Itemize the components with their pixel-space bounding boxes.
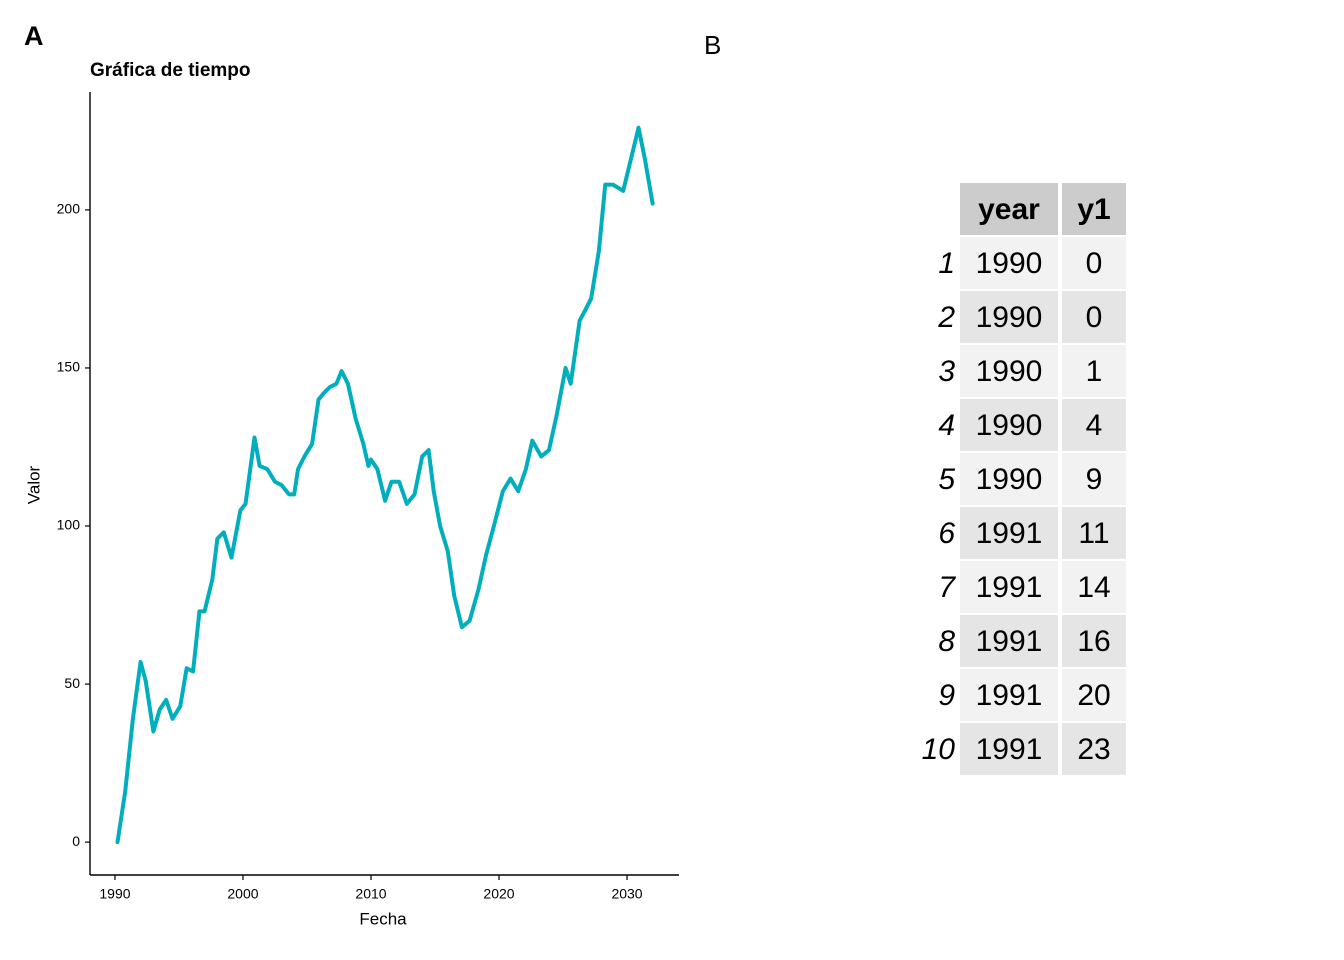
cell-text: 11 [1078, 517, 1109, 550]
cell-text: 1991 [976, 625, 1043, 658]
panel-label: B [704, 30, 721, 60]
x-tick-label: 2020 [483, 886, 514, 902]
row-number: 2 [937, 301, 955, 334]
y-tick-label: 100 [57, 517, 81, 533]
row-number: 5 [938, 463, 955, 496]
y-tick-label: 200 [57, 201, 81, 217]
table-cell [960, 345, 1058, 397]
cell-text: 1990 [976, 463, 1043, 496]
cell-text: 1990 [976, 247, 1043, 280]
header-text: year [978, 193, 1040, 226]
chart-title: Gráfica de tiempo [90, 60, 251, 81]
row-number: 8 [938, 625, 955, 658]
table-cell [960, 723, 1058, 775]
table-cell [1062, 561, 1126, 613]
x-tick-label: 2030 [611, 886, 642, 902]
table-cell [960, 507, 1058, 559]
row-number: 9 [938, 679, 955, 712]
cell-text: 4 [1086, 409, 1103, 442]
cell-text: 23 [1077, 733, 1110, 766]
cell-text: 1991 [976, 517, 1043, 550]
header-cell [960, 183, 1058, 235]
row-number: 4 [938, 409, 955, 442]
table-cell [1062, 345, 1126, 397]
cell-text: 1991 [976, 571, 1043, 604]
cell-text: 1991 [976, 733, 1043, 766]
row-number: 6 [938, 517, 955, 550]
y-tick-label: 50 [64, 675, 80, 691]
table-cell [960, 561, 1058, 613]
table-cell [960, 399, 1058, 451]
x-tick-label: 2000 [227, 886, 258, 902]
table-cell [960, 453, 1058, 505]
x-tick-label: 2010 [355, 886, 386, 902]
table-cell [960, 615, 1058, 667]
row-number: 3 [938, 355, 955, 388]
table-cell [1062, 291, 1126, 343]
table-cell [1062, 399, 1126, 451]
cell-text: 16 [1077, 625, 1110, 658]
row-number: 7 [938, 571, 956, 604]
table-cell [1062, 615, 1126, 667]
x-tick-label: 1990 [99, 886, 130, 902]
cell-text: 1 [1086, 355, 1103, 388]
y-tick-label: 0 [72, 833, 80, 849]
cell-text: 1990 [976, 301, 1043, 334]
x-axis-label: Fecha [359, 909, 407, 928]
table-cell [960, 669, 1058, 721]
table-cell [1062, 453, 1126, 505]
cell-text: 1991 [976, 679, 1043, 712]
table-cell [1062, 237, 1126, 289]
table-cell [1062, 723, 1126, 775]
cell-text: 0 [1086, 247, 1103, 280]
table-cell [960, 291, 1058, 343]
cell-text: 9 [1086, 463, 1103, 496]
y-tick-label: 150 [57, 359, 81, 375]
cell-text: 1990 [976, 355, 1043, 388]
table-cell [960, 237, 1058, 289]
row-number: 10 [922, 733, 956, 766]
y-axis-label: Valor [24, 465, 43, 504]
series-line [115, 125, 655, 845]
cell-text: 14 [1077, 571, 1110, 604]
header-cell [1062, 183, 1126, 235]
cell-text: 20 [1077, 679, 1110, 712]
cell-text: 1990 [976, 409, 1043, 442]
panel-label: A [24, 21, 44, 51]
header-text: y1 [1077, 193, 1110, 226]
cell-text: 0 [1086, 301, 1103, 334]
table-cell [1062, 669, 1126, 721]
table-cell [1062, 507, 1126, 559]
row-number: 1 [938, 247, 955, 280]
